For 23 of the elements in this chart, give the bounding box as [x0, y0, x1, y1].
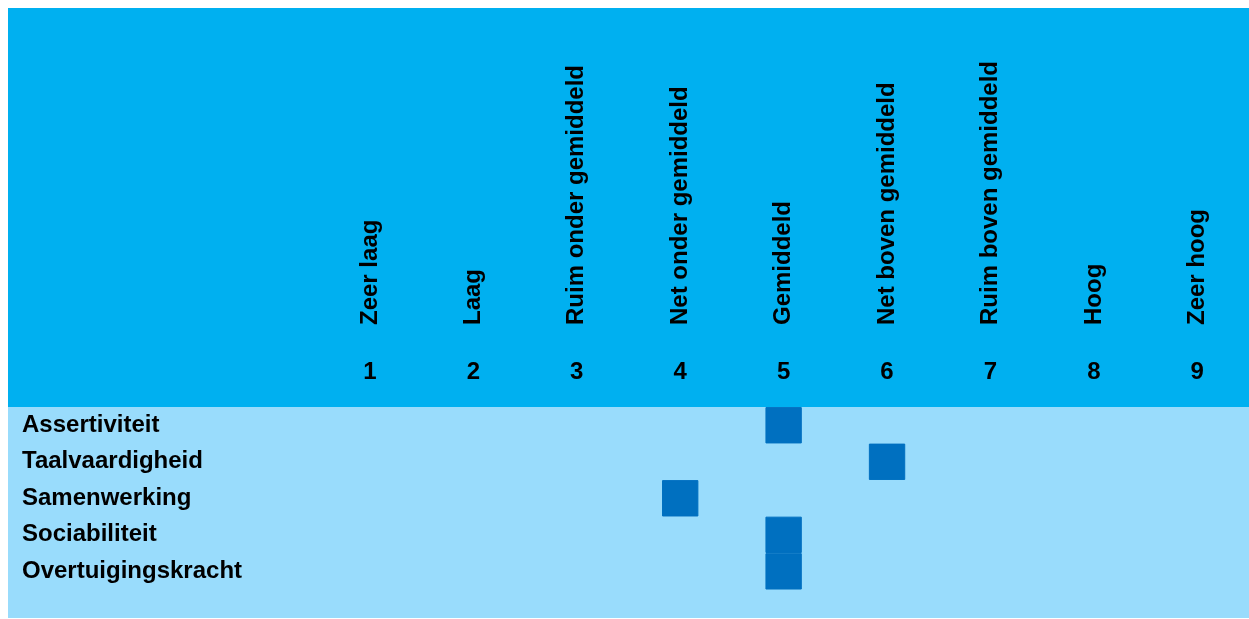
x-tick-label: 4: [673, 357, 688, 385]
text: Net onder gemiddeld: [664, 86, 692, 325]
text: Zeer hoog: [1181, 208, 1209, 325]
y-tick-label: Taalvaardigheid: [22, 446, 203, 474]
text: Hoog: [1078, 263, 1106, 325]
y-tick-label: Sociabiliteit: [22, 519, 157, 547]
x-tick-label: 1: [363, 357, 377, 385]
text: Laag: [458, 268, 485, 325]
x-tick-label: 2: [466, 357, 481, 385]
text: Ruim boven gemiddeld: [975, 60, 1003, 325]
y-tick-label: Samenwerking: [22, 482, 192, 510]
y-tick-label: Assertiviteit: [22, 409, 160, 437]
x-tick-label: 3: [570, 357, 584, 385]
x-tick-label: 6: [880, 357, 894, 385]
x-tick-label: 9: [1190, 357, 1204, 385]
y-tick-label: Overtuigingskracht: [22, 555, 243, 583]
x-tick-label: 5: [776, 357, 791, 385]
text: Zeer laag: [354, 219, 382, 325]
text: Gemiddeld: [768, 200, 796, 325]
text: Net boven gemiddeld: [871, 82, 899, 325]
x-tick-label: 7: [983, 357, 998, 385]
text: Ruim onder gemiddeld: [561, 64, 589, 325]
x-tick-label: 8: [1087, 357, 1101, 385]
